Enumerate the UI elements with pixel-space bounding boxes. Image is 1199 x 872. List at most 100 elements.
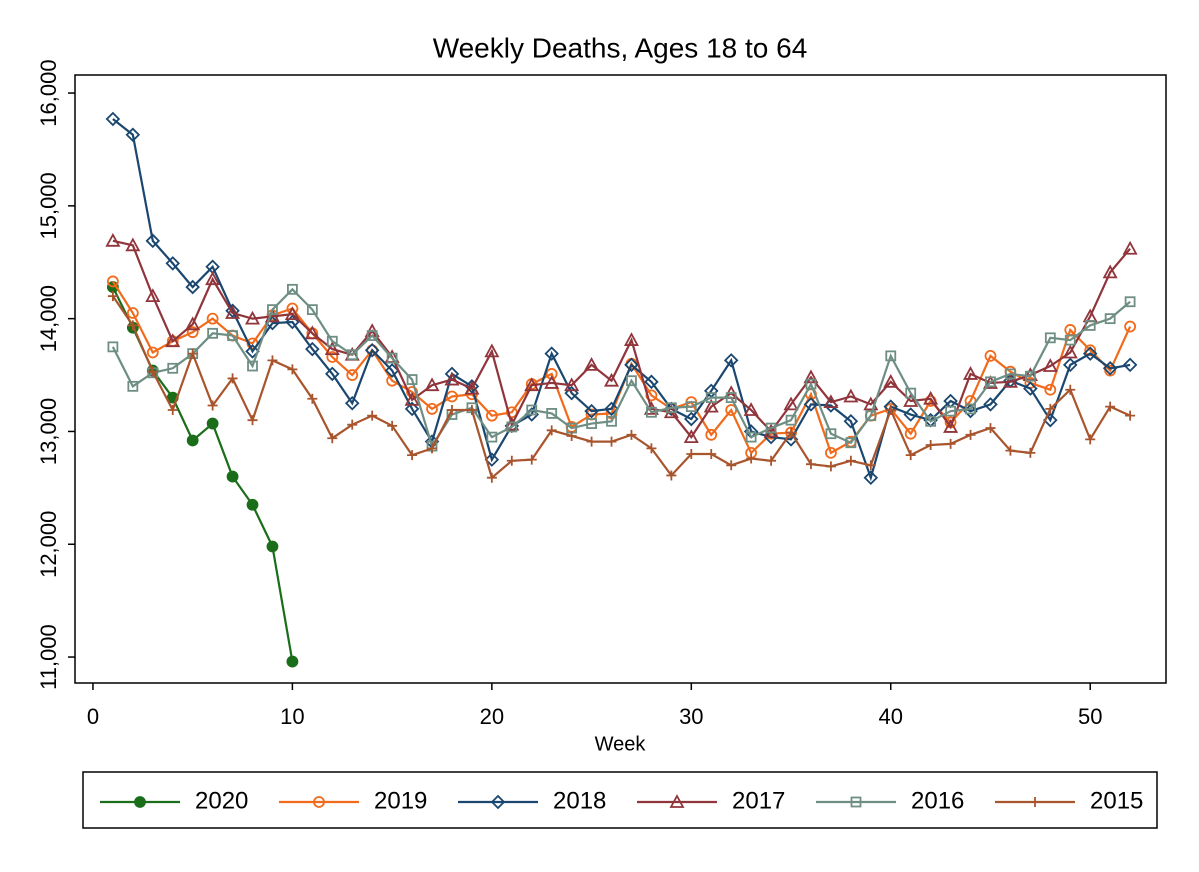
data-point (206, 312, 219, 325)
data-point (526, 454, 537, 465)
data-point (227, 330, 238, 341)
data-point (904, 427, 917, 440)
data-point (684, 411, 699, 427)
data-point (105, 232, 121, 247)
data-point (146, 346, 159, 359)
data-point (125, 237, 141, 252)
data-point (885, 350, 897, 362)
data-point (287, 364, 298, 375)
data-point (1064, 334, 1076, 346)
data-point (905, 387, 917, 399)
data-point (225, 305, 241, 319)
data-point (982, 375, 998, 389)
data-point (725, 404, 738, 416)
data-point (486, 431, 498, 443)
data-point (1085, 434, 1096, 445)
data-point (1082, 346, 1098, 361)
data-point (1122, 240, 1138, 255)
data-point (545, 368, 558, 380)
data-point (324, 341, 340, 356)
data-point (424, 377, 440, 392)
data-point (286, 655, 299, 668)
data-point (544, 346, 559, 361)
data-point (187, 348, 198, 359)
legend-box (82, 771, 1158, 829)
data-point (306, 304, 318, 316)
data-point (825, 428, 837, 440)
data-point (126, 307, 139, 319)
data-point (1062, 357, 1078, 373)
x-tick-label: 20 (480, 704, 504, 729)
data-point (546, 425, 557, 436)
data-point (903, 393, 919, 407)
data-point (446, 390, 458, 403)
data-point (446, 405, 457, 416)
series-line (111, 287, 1131, 449)
data-point (207, 327, 219, 339)
data-point (506, 455, 517, 466)
legend-marker (850, 796, 862, 808)
data-point (326, 335, 338, 347)
data-point (1005, 445, 1016, 456)
series-line (112, 239, 1131, 439)
data-point (1084, 320, 1096, 331)
data-point (466, 405, 477, 416)
data-point (705, 392, 717, 404)
data-point (885, 405, 896, 416)
data-point (1023, 381, 1038, 396)
data-point (905, 450, 916, 461)
y-tick-label: 14,000 (36, 285, 61, 352)
data-point (803, 397, 819, 412)
data-point (1102, 264, 1118, 279)
data-point (105, 111, 121, 127)
data-point (606, 436, 617, 447)
data-point (1124, 296, 1136, 308)
data-point (327, 433, 338, 444)
data-point (127, 320, 138, 331)
data-point (444, 371, 460, 386)
data-point (506, 421, 518, 433)
data-point (267, 304, 278, 316)
data-point (246, 498, 259, 511)
data-point (923, 390, 939, 405)
data-point (247, 415, 258, 426)
data-point (945, 405, 956, 417)
data-point (985, 423, 996, 434)
data-point (1125, 410, 1136, 421)
data-point (845, 437, 857, 449)
data-point (325, 366, 340, 382)
data-point (745, 431, 757, 443)
data-point (586, 418, 597, 429)
legend-label: 2019 (374, 787, 427, 814)
data-point (703, 398, 719, 413)
data-point (1062, 344, 1078, 359)
data-point (127, 380, 139, 392)
data-point (186, 434, 199, 447)
data-point (843, 388, 859, 403)
data-point (746, 453, 757, 464)
y-tick-label: 12,000 (36, 511, 61, 578)
data-point (763, 429, 779, 445)
data-point (404, 391, 420, 406)
data-point (526, 404, 538, 416)
data-point (305, 341, 320, 357)
data-point (347, 419, 358, 430)
data-point (1084, 344, 1097, 357)
legend-label: 2016 (911, 787, 964, 814)
data-point (646, 443, 657, 454)
data-point (863, 470, 879, 485)
data-point (683, 429, 699, 443)
data-point (366, 330, 378, 341)
data-point (207, 400, 218, 411)
data-point (705, 428, 718, 441)
data-point (1002, 373, 1018, 388)
data-point (965, 403, 976, 415)
data-point (1044, 383, 1057, 396)
data-point (984, 349, 997, 362)
data-point (1044, 332, 1056, 344)
data-point (244, 310, 261, 325)
data-point (107, 341, 119, 353)
data-point (825, 446, 837, 459)
data-point (604, 372, 620, 387)
